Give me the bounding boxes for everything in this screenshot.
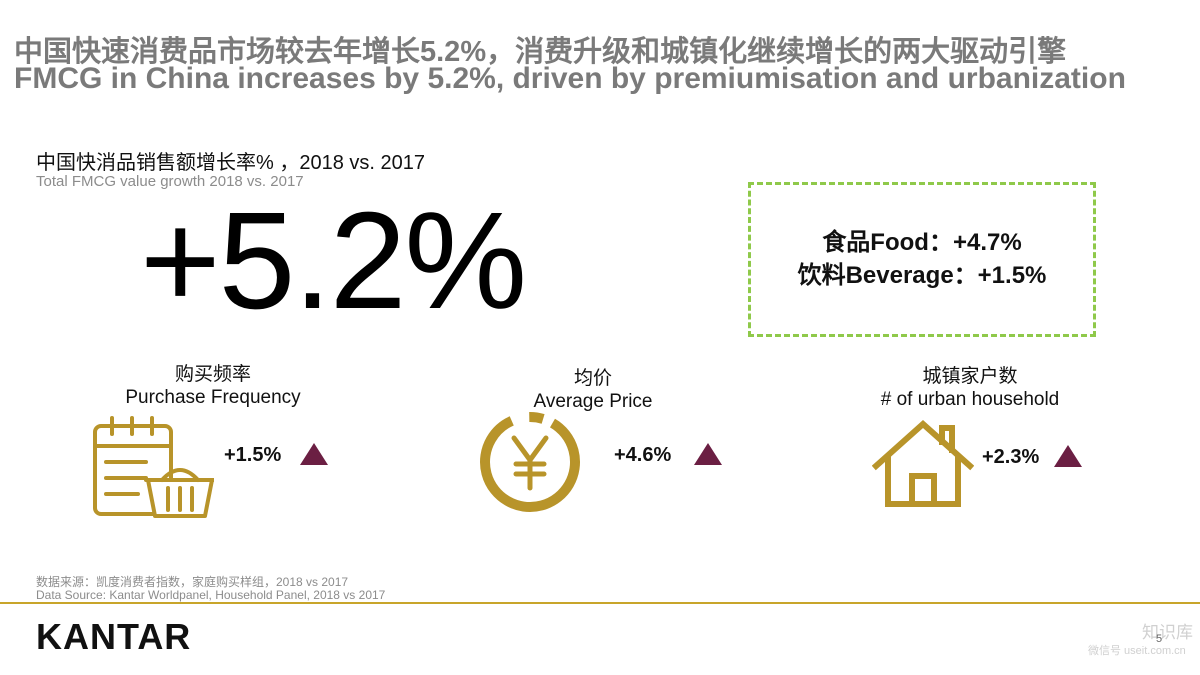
watermark-en: 微信号 useit.com.cn (1088, 645, 1186, 657)
metric-price-label-cn: 均价 (573, 368, 612, 389)
page-title-en: FMCG in China increases by 5.2%, driven … (14, 62, 1126, 95)
metric-household-label: 城镇家户数 # of urban household (870, 366, 1070, 412)
up-triangle-icon (300, 443, 328, 465)
metric-household-value: +2.3% (982, 446, 1040, 468)
yen-coin-icon (480, 412, 580, 512)
metric-frequency-label-cn: 购买频率 (174, 364, 251, 385)
food-growth: 食品Food：+4.7% (822, 229, 1022, 257)
up-triangle-icon (1054, 445, 1082, 467)
metric-household-label-en: # of urban household (880, 388, 1060, 410)
source-note-en: Data Source: Kantar Worldpanel, Househol… (36, 588, 386, 602)
calendar-basket-icon (93, 416, 214, 518)
source-note-cn: 数据来源：凯度消费者指数，家庭购买样组，2018 vs 2017 (36, 575, 349, 589)
metric-frequency-label: 购买频率 Purchase Frequency (124, 364, 302, 410)
footer-divider (0, 602, 1200, 604)
watermark-cn: 知识库 (1142, 623, 1193, 642)
metric-frequency-value: +1.5% (224, 444, 282, 466)
metric-price-label: 均价 Average Price (520, 368, 666, 414)
metric-price-value: +4.6% (614, 444, 672, 466)
beverage-growth: 饮料Beverage：+1.5% (797, 261, 1047, 289)
metric-price-label-en: Average Price (533, 390, 653, 412)
category-growth-box: 食品Food：+4.7% 饮料Beverage：+1.5% (748, 182, 1096, 337)
kantar-logo: KANTAR (36, 616, 192, 657)
metric-frequency-label-en: Purchase Frequency (125, 386, 301, 408)
chart-subtitle-cn: 中国快消品销售额增长率% ，2018 vs. 2017 (36, 152, 425, 174)
up-triangle-icon (694, 443, 722, 465)
metric-household-label-cn: 城镇家户数 (922, 366, 1018, 387)
house-icon (872, 419, 974, 507)
chart-subtitle-en: Total FMCG value growth 2018 vs. 2017 (36, 173, 304, 190)
headline-growth-value: +5.2% (140, 184, 527, 338)
page-title-cn: 中国快速消费品市场较去年增长5.2%，消费升级和城镇化继续增长的两大驱动引擎 (14, 36, 1067, 68)
page-number: 5 (1156, 633, 1163, 645)
